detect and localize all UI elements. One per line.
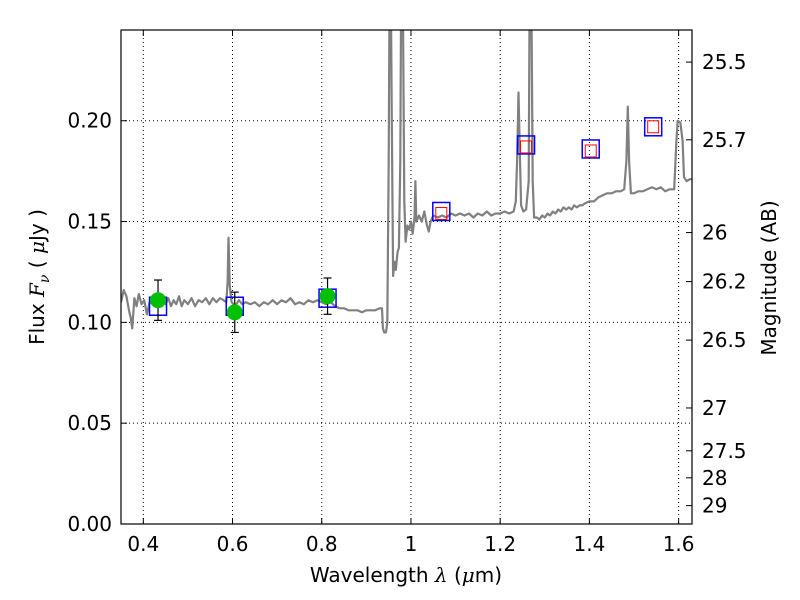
right-tick-label: 25.5 [702, 50, 747, 74]
tick-labels: 0.4 0.6 0.8 1 1.2 1.4 1.6 0.00 0.05 0.10 0.15 0.20 2… [67, 50, 746, 556]
y-axis-label: Flux Fν ( μJy ) [25, 209, 53, 345]
observed-point [150, 292, 167, 309]
model-square-red [584, 144, 597, 158]
right-tick-label: 26.5 [702, 328, 747, 352]
model-square-red [435, 206, 448, 220]
model-square-blue [432, 201, 451, 222]
model-square-blue [516, 135, 536, 155]
x-tick-label: 1.2 [484, 532, 516, 556]
model-square-blue [581, 139, 600, 159]
axes-frame [120, 29, 693, 525]
y-tick-label: 0.00 [67, 512, 112, 536]
plot-area [121, 30, 692, 524]
plot-frame [120, 29, 693, 525]
x-axis-label: Wavelength λ (μm) [310, 563, 502, 587]
right-tick-label: 25.7 [702, 128, 747, 152]
data-layer [121, 30, 692, 334]
y-tick-label: 0.10 [67, 310, 112, 334]
y-tick-label: 0.15 [67, 210, 112, 234]
right-tick-label: 26 [702, 221, 727, 245]
model-square-blue [643, 117, 663, 137]
right-tick-label: 27 [702, 396, 727, 420]
x-tick-label: 1.6 [663, 532, 695, 556]
y-tick-label: 0.05 [67, 411, 112, 435]
right-tick-label: 29 [702, 494, 727, 518]
x-tick-label: 0.8 [306, 532, 338, 556]
right-tick-label: 27.5 [702, 439, 747, 463]
x-tick-label: 1.4 [573, 532, 605, 556]
observed-point [319, 288, 336, 305]
observed-point [226, 304, 243, 321]
x-tick-label: 0.4 [127, 532, 159, 556]
y-tick-label: 0.20 [67, 109, 112, 133]
x-tick-label: 1 [405, 532, 418, 556]
right-tick-label: 26.2 [702, 270, 747, 294]
right-y-axis-label: Magnitude (AB) [757, 200, 781, 355]
right-tick-label: 28 [702, 466, 727, 490]
spectrum-line [121, 30, 692, 334]
x-tick-label: 0.6 [217, 532, 249, 556]
model-square-red [647, 120, 660, 134]
model-square-red [520, 140, 533, 154]
